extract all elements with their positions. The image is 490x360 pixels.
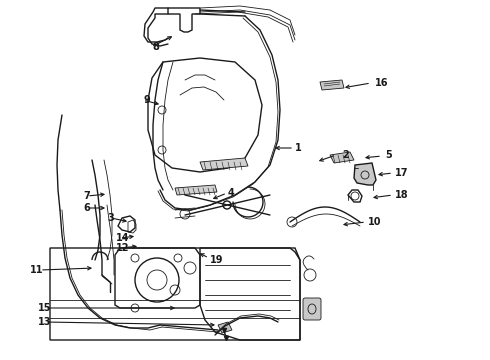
Circle shape [223, 201, 231, 209]
Text: 19: 19 [210, 255, 223, 265]
Polygon shape [330, 152, 354, 163]
Text: 1: 1 [295, 143, 302, 153]
FancyBboxPatch shape [303, 298, 321, 320]
Text: 11: 11 [30, 265, 44, 275]
Text: 6: 6 [83, 203, 90, 213]
Text: 4: 4 [228, 188, 235, 198]
Text: 5: 5 [385, 150, 392, 160]
Text: 8: 8 [152, 42, 159, 52]
Polygon shape [320, 80, 344, 90]
Text: 10: 10 [368, 217, 382, 227]
Text: 15: 15 [38, 303, 51, 313]
Text: 18: 18 [395, 190, 409, 200]
Polygon shape [175, 185, 217, 195]
Text: 3: 3 [107, 213, 114, 223]
Text: 17: 17 [395, 168, 409, 178]
Text: 7: 7 [83, 191, 90, 201]
Text: 12: 12 [116, 243, 129, 253]
Text: 16: 16 [375, 78, 389, 88]
Text: 13: 13 [38, 317, 51, 327]
Text: 2: 2 [342, 150, 349, 160]
Polygon shape [354, 163, 376, 185]
Text: 9: 9 [143, 95, 150, 105]
Polygon shape [218, 322, 232, 333]
Polygon shape [200, 158, 248, 170]
Text: 14: 14 [116, 233, 129, 243]
